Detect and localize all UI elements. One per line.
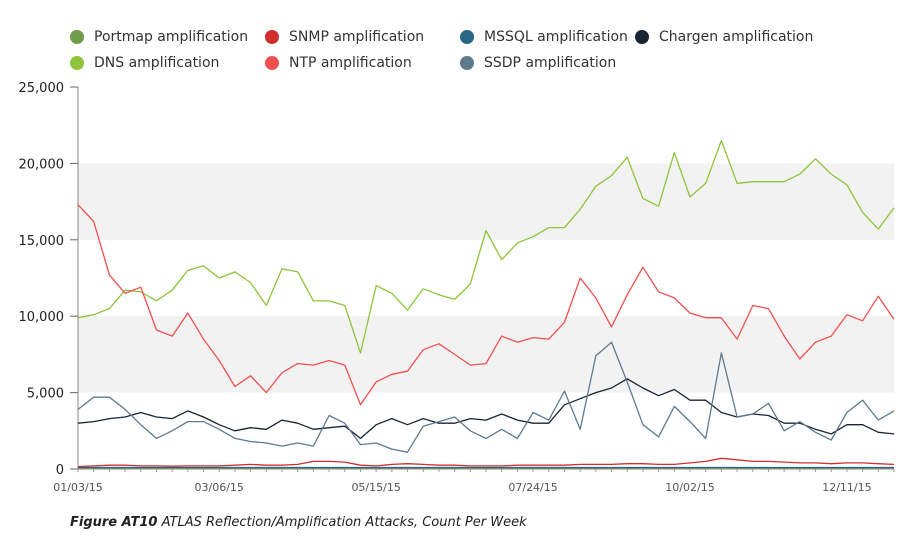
y-axis-ticks: 0 5,000 10,000 15,000 20,000 25,000	[19, 81, 79, 478]
series-line-snmp-amplification	[77, 457, 895, 468]
legend-label: DNS amplification	[94, 55, 220, 71]
figure-title: ATLAS Reflection/Amplification Attacks, …	[161, 515, 527, 530]
series-line-dns-amplification	[77, 139, 895, 354]
x-tick-label: 12/11/15	[822, 481, 871, 494]
x-tick-label: 05/15/15	[351, 481, 400, 494]
y-tick-label: 5,000	[27, 387, 64, 402]
grid-band	[78, 316, 894, 393]
y-tick-label: 20,000	[19, 157, 65, 172]
x-axis-ticks: 01/03/15 03/06/15 05/15/15 07/24/15 10/02/15…	[53, 469, 895, 494]
legend: Portmap amplification SNMP amplification M…	[70, 26, 910, 78]
series-line-ntp-amplification	[77, 204, 895, 406]
figure-number: Figure AT10	[70, 515, 158, 530]
x-tick-label: 10/02/15	[665, 481, 714, 494]
x-tick-label: 03/06/15	[195, 481, 244, 494]
legend-label: Portmap amplification	[94, 29, 249, 45]
y-tick-label: 10,000	[19, 310, 65, 325]
legend-swatch	[265, 56, 279, 70]
legend-label: MSSQL amplification	[484, 29, 628, 45]
legend-item: DNS amplification	[70, 52, 219, 74]
legend-label: SSDP amplification	[484, 55, 617, 71]
legend-item: SSDP amplification	[460, 52, 616, 74]
series-lines	[77, 139, 895, 469]
x-tick-label: 01/03/15	[53, 481, 102, 494]
legend-item: NTP amplification	[265, 52, 412, 74]
y-tick-label: 25,000	[19, 81, 65, 96]
legend-label: NTP amplification	[289, 55, 412, 71]
legend-swatch	[70, 30, 84, 44]
series-line-ssdp-amplification	[77, 341, 895, 453]
figure-caption: Figure AT10 ATLAS Reflection/Amplificati…	[70, 515, 527, 530]
legend-swatch	[460, 56, 474, 70]
grid-band	[78, 163, 894, 240]
legend-item: Chargen amplification	[635, 26, 813, 48]
y-tick-label: 0	[56, 463, 64, 478]
legend-label: SNMP amplification	[289, 29, 425, 45]
legend-swatch	[70, 56, 84, 70]
legend-swatch	[635, 30, 649, 44]
legend-item: Portmap amplification	[70, 26, 248, 48]
series-line-chargen-amplification	[77, 378, 895, 440]
legend-swatch	[265, 30, 279, 44]
legend-item: SNMP amplification	[265, 26, 424, 48]
legend-label: Chargen amplification	[659, 29, 814, 45]
legend-item: MSSQL amplification	[460, 26, 628, 48]
grid-bands	[78, 163, 894, 393]
y-tick-label: 15,000	[19, 234, 65, 249]
x-tick-label: 07/24/15	[508, 481, 557, 494]
legend-swatch	[460, 30, 474, 44]
